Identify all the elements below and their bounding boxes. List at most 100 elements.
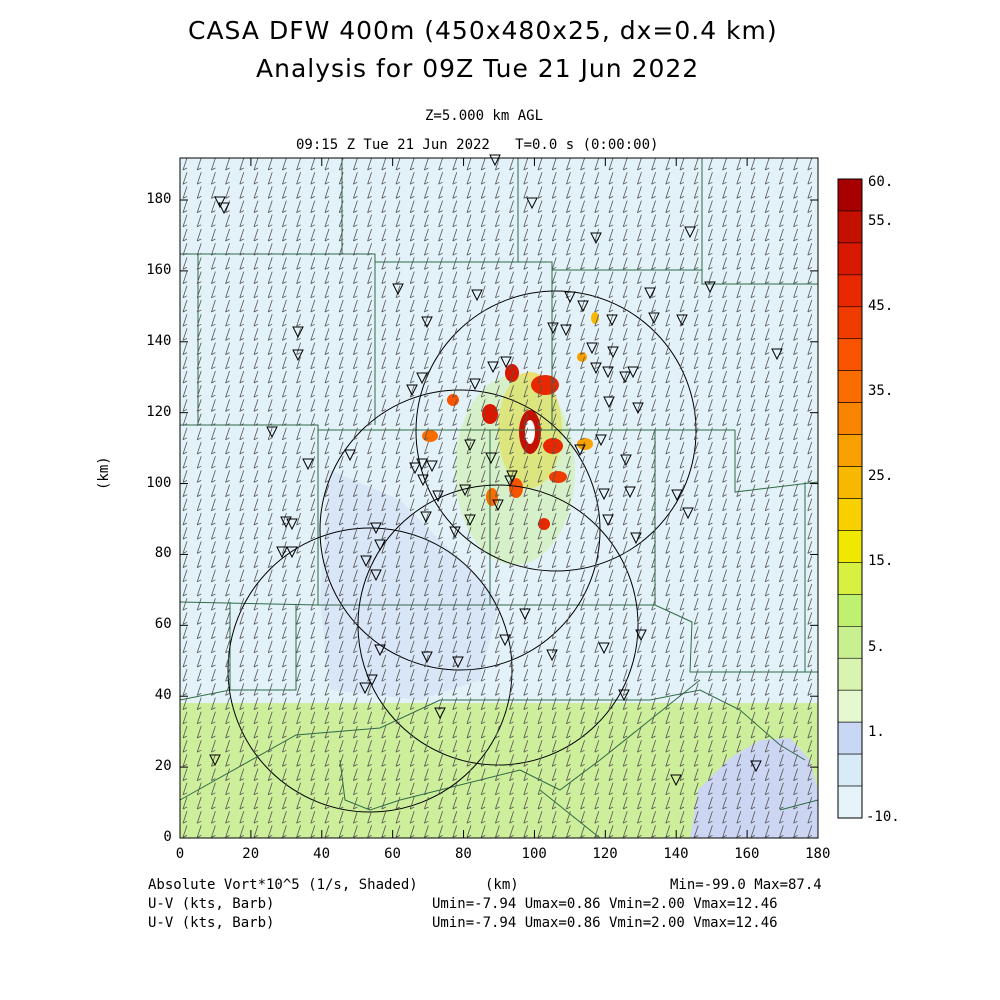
- wind-barb: [367, 541, 372, 554]
- wind-barb: [438, 598, 443, 611]
- station-marker: [370, 569, 382, 582]
- wind-barb: [651, 157, 656, 171]
- wind-barb: [225, 697, 230, 710]
- wind-barb: [395, 228, 401, 242]
- wind-barb: [537, 555, 543, 568]
- wind-barb: [495, 683, 500, 696]
- wind-barb: [282, 669, 287, 682]
- wind-barb: [665, 825, 671, 838]
- wind-barb: [665, 697, 671, 710]
- wind-barb: [409, 512, 415, 526]
- wind-barb: [182, 299, 188, 313]
- wind-barb: [381, 512, 387, 526]
- wind-barb: [395, 427, 401, 441]
- wind-barb: [338, 811, 344, 824]
- wind-barb: [722, 228, 727, 242]
- colorbar-segment: [837, 785, 863, 819]
- wind-barb: [651, 697, 656, 710]
- wind-barb: [779, 768, 784, 781]
- wind-barb: [466, 172, 472, 185]
- wind-barb: [211, 299, 216, 313]
- wind-barb: [480, 200, 486, 213]
- wind-barb: [637, 228, 642, 242]
- wind-barb: [182, 200, 188, 213]
- wind-barb: [395, 214, 401, 228]
- wind-barb: [779, 612, 784, 625]
- wind-barb: [509, 583, 514, 597]
- wind-barb: [282, 626, 287, 639]
- wind-barb: [324, 285, 330, 299]
- wind-barb: [480, 456, 486, 469]
- wind-barb: [736, 314, 742, 327]
- wind-barb: [793, 484, 798, 497]
- wind-barb: [580, 228, 585, 242]
- wind-barb: [736, 654, 742, 668]
- wind-barb: [509, 328, 514, 341]
- wind-barb: [679, 356, 685, 370]
- wind-barb: [523, 243, 529, 256]
- wind-barb: [353, 612, 358, 625]
- wind-barb: [424, 541, 429, 554]
- station-marker: [607, 346, 619, 359]
- wind-barb: [196, 569, 202, 583]
- wind-barb: [353, 314, 358, 327]
- wind-barb: [438, 342, 443, 355]
- wind-barb: [679, 782, 685, 796]
- wind-barb: [466, 385, 472, 398]
- wind-barb: [196, 527, 202, 540]
- wind-barb: [324, 299, 330, 313]
- wind-barb: [182, 356, 188, 370]
- wind-barb: [708, 740, 713, 753]
- wind-barb: [239, 697, 245, 710]
- wind-barb: [495, 484, 500, 497]
- wind-barb: [466, 342, 472, 355]
- wind-barb: [452, 157, 458, 171]
- wind-barb: [409, 541, 415, 554]
- wind-barb: [324, 583, 330, 597]
- wind-barb: [253, 271, 259, 284]
- wind-barb: [793, 697, 798, 710]
- wind-barb: [566, 796, 571, 810]
- wind-barb: [679, 413, 685, 426]
- wind-barb: [594, 299, 600, 313]
- station-marker: [276, 546, 288, 559]
- wind-barb: [466, 257, 472, 270]
- wind-barb: [239, 811, 245, 824]
- wind-barb: [793, 740, 798, 753]
- station-marker: [434, 707, 446, 720]
- wind-barb: [509, 626, 514, 639]
- wind-barb: [722, 299, 727, 313]
- wind-barb: [537, 257, 543, 270]
- wind-barb: [196, 172, 202, 185]
- wind-barb: [608, 228, 614, 242]
- wind-barb: [409, 299, 415, 313]
- wind-barb: [381, 314, 387, 327]
- wind-barb: [665, 356, 671, 370]
- wind-barb: [466, 541, 472, 554]
- wind-barb: [651, 314, 656, 327]
- wind-barb: [537, 711, 543, 725]
- wind-barb: [296, 683, 301, 696]
- wind-barb: [466, 427, 472, 441]
- wind-barb: [750, 598, 756, 611]
- wind-barb: [338, 257, 344, 270]
- station-marker: [630, 532, 642, 545]
- wind-barb: [296, 328, 301, 341]
- wind-barb: [665, 271, 671, 284]
- wind-barb: [253, 228, 259, 242]
- wind-barb: [722, 498, 727, 512]
- wind-barb: [296, 484, 301, 497]
- wind-barb: [580, 555, 585, 568]
- wind-barb: [708, 640, 713, 654]
- wind-barb: [438, 328, 443, 341]
- wind-barb: [509, 811, 514, 824]
- wind-barb: [651, 271, 656, 284]
- wind-barb: [622, 512, 628, 526]
- wind-barb: [324, 541, 330, 554]
- wind-barb: [779, 740, 784, 753]
- wind-barb: [708, 782, 713, 796]
- wind-barb: [267, 399, 273, 412]
- wind-barb: [211, 470, 216, 483]
- wind-barb: [679, 626, 685, 639]
- wind-barb: [495, 243, 500, 256]
